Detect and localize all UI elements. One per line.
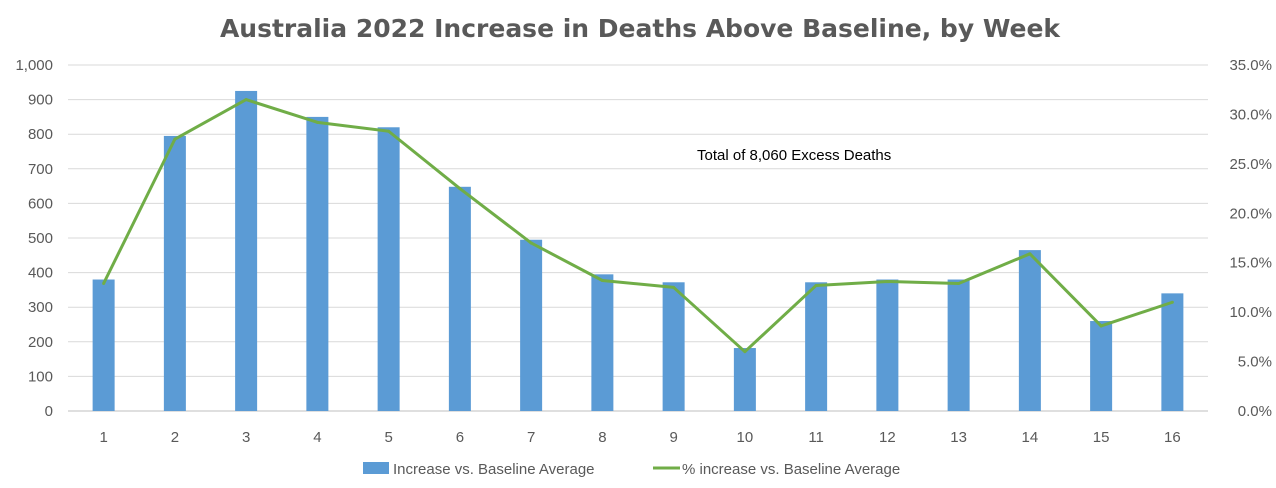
series-line [102, 98, 1173, 354]
y-tick-label: 900 [28, 92, 53, 109]
line-point [1028, 252, 1032, 256]
y2-tick-label: 10.0% [1229, 304, 1272, 321]
y2-tick-label: 35.0% [1229, 57, 1272, 74]
y-tick-label: 600 [28, 195, 53, 212]
line-series [102, 98, 1174, 354]
x-tick-label: 16 [1164, 429, 1181, 446]
line-point [102, 281, 106, 285]
line-point [885, 279, 889, 283]
y-tick-label: 500 [28, 230, 53, 247]
x-tick-label: 6 [456, 429, 464, 446]
y-tick-label: 0 [45, 403, 53, 420]
x-tick-label: 12 [879, 429, 896, 446]
x-tick-label: 11 [808, 429, 824, 446]
line-point [529, 241, 533, 245]
line-point [814, 283, 818, 287]
bar [805, 282, 828, 411]
y-tick-label: 300 [28, 299, 53, 316]
bar [591, 274, 614, 411]
x-tick-label: 14 [1022, 429, 1039, 446]
bar [163, 135, 186, 411]
x-tick-label: 9 [669, 429, 677, 446]
bar [235, 90, 258, 411]
x-tick-label: 8 [598, 429, 606, 446]
line-point [1099, 324, 1103, 328]
line-point [957, 281, 961, 285]
legend: Increase vs. Baseline Average % increase… [363, 461, 900, 478]
x-tick-label: 2 [171, 429, 179, 446]
line-point [458, 187, 462, 191]
x-tick-label: 3 [242, 429, 250, 446]
bar [733, 348, 756, 411]
legend-line-label: % increase vs. Baseline Average [682, 461, 900, 478]
y-tick-label: 200 [28, 334, 53, 351]
line-point [244, 98, 248, 102]
y2-tick-label: 25.0% [1229, 156, 1272, 173]
bar [1090, 321, 1113, 411]
legend-bar-label: Increase vs. Baseline Average [393, 461, 595, 478]
x-tick-label: 1 [99, 429, 107, 446]
bar [448, 186, 471, 411]
bar [306, 116, 329, 412]
x-tick-label: 4 [313, 429, 321, 446]
x-tick-label: 15 [1093, 429, 1110, 446]
line-point [743, 350, 747, 354]
bar [947, 279, 970, 411]
x-tick-label: 10 [737, 429, 754, 446]
bar [876, 279, 899, 411]
line-point [173, 137, 177, 141]
line-point [315, 120, 319, 124]
bar [520, 239, 543, 411]
y-tick-label: 700 [28, 161, 53, 178]
bar [92, 279, 115, 411]
y2-tick-label: 30.0% [1229, 106, 1272, 123]
bar [1018, 250, 1041, 411]
bar [1161, 293, 1184, 411]
y-tick-label: 800 [28, 126, 53, 143]
line-point [1170, 300, 1174, 304]
bar-series [92, 90, 1184, 412]
gridlines [68, 64, 1208, 412]
y-tick-label: 100 [28, 368, 53, 385]
total-annotation: Total of 8,060 Excess Deaths [697, 147, 891, 164]
chart-title: Australia 2022 Increase in Deaths Above … [220, 14, 1061, 43]
line-point [387, 129, 391, 133]
bar [662, 282, 685, 411]
bar [377, 127, 400, 411]
y-tick-label: 400 [28, 265, 53, 282]
legend-bar-swatch [363, 462, 389, 474]
y2-tick-label: 20.0% [1229, 205, 1272, 222]
y-tick-label: 1,000 [15, 57, 53, 74]
line-point [672, 285, 676, 289]
y2-tick-label: 0.0% [1238, 403, 1272, 420]
line-point [600, 279, 604, 283]
x-axis: 1 2 3 4 5 6 7 8 9 10 11 12 13 14 15 16 [99, 429, 1180, 446]
right-axis: 0.0% 5.0% 10.0% 15.0% 20.0% 25.0% 30.0% 35.0% [1229, 57, 1272, 420]
x-tick-label: 7 [527, 429, 535, 446]
x-tick-label: 13 [950, 429, 967, 446]
y2-tick-label: 15.0% [1229, 255, 1272, 272]
left-axis: 0 100 200 300 400 500 600 700 800 900 1,000 [15, 57, 53, 420]
x-tick-label: 5 [384, 429, 392, 446]
y2-tick-label: 5.0% [1238, 354, 1272, 371]
